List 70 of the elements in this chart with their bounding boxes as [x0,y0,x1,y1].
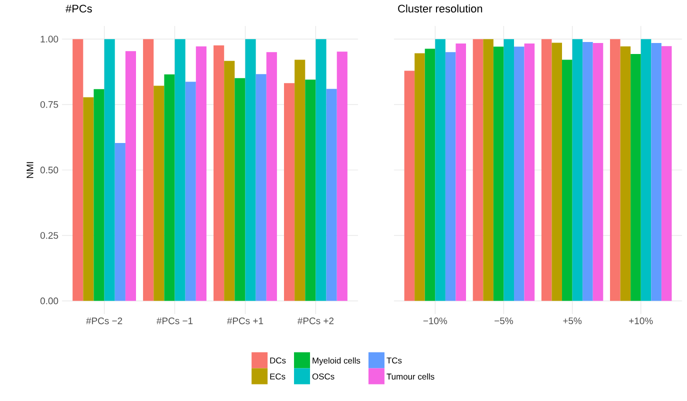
bar [174,39,186,301]
chart-title: #PCs [66,4,92,12]
x-tick-label: #PCs −2 [86,318,122,324]
x-tick-label: #PCs −1 [156,318,193,324]
bar [552,42,562,301]
bar [640,39,652,301]
bar [185,82,196,301]
bar [456,44,466,301]
x-tick-label: −10% [423,318,448,324]
bar [256,74,266,301]
bar [154,86,164,301]
legend-label: DCs [270,357,286,364]
bar [72,39,84,301]
bar [94,89,104,301]
legend-label: Tumour cells [386,373,434,380]
bar [164,74,175,301]
x-tick-label: #PCs +2 [297,318,334,324]
x-tick-label: +10% [629,318,653,324]
legend-label: OSCs [312,373,334,380]
bar [326,88,337,301]
bar [196,46,206,301]
bar [305,80,316,301]
bar [294,60,306,301]
bar [445,52,456,301]
bar [661,46,672,301]
bar [592,43,604,301]
y-tick-label: 0.50 [40,166,58,174]
bar [104,39,115,301]
bar [245,39,256,301]
bar [83,97,94,301]
x-tick-label: +5% [563,318,582,324]
bar [610,39,620,301]
bar [562,60,572,301]
bar [414,53,425,301]
legend-label: TCs [386,357,402,364]
bar [224,60,235,301]
y-axis-title: NMI [26,162,34,178]
bar [284,83,295,301]
legend-label: ECs [270,373,286,380]
bar [524,44,535,301]
bar [234,78,246,301]
bar [404,70,415,301]
x-tick-label: −5% [494,318,513,324]
bar [582,42,593,301]
bar [493,46,504,301]
chart-title: Cluster resolution [398,4,482,12]
y-tick-label: 0.25 [40,232,58,239]
bar [125,51,136,301]
bar [504,39,514,301]
bar [316,39,326,301]
bar [114,143,126,301]
bar [572,39,583,301]
bar [424,48,436,301]
bar [214,45,224,301]
bar [630,54,641,301]
bar [336,52,348,301]
bar [266,52,277,301]
bar [541,39,552,301]
bar [651,43,662,301]
bar [620,46,631,301]
y-tick-label: 0.00 [40,298,58,304]
x-tick-label: #PCs +1 [227,318,264,324]
legend-label: Myeloid cells [312,357,360,366]
bar [483,39,494,301]
y-tick-label: 1.00 [40,36,58,42]
bar [472,39,484,301]
bar [514,46,524,301]
bar [435,39,446,301]
bar [143,39,154,301]
y-tick-label: 0.75 [40,101,58,108]
